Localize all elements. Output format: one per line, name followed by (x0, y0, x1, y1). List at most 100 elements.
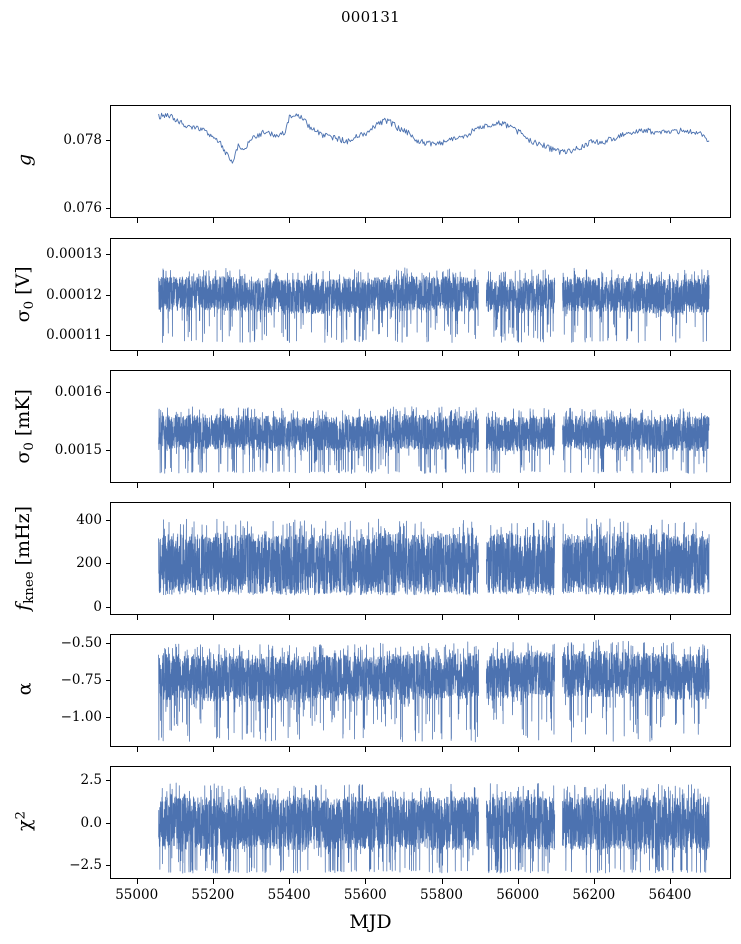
y-tick-label: 0.0 (80, 814, 102, 831)
y-tick-mark (105, 822, 110, 824)
y-tick-label: 0.00013 (46, 245, 102, 262)
y-tick-label: −2.5 (69, 857, 102, 874)
y-tick-label: 0.00012 (46, 286, 102, 303)
y-tick-mark (105, 450, 110, 452)
y-tick-label: 0.0016 (54, 384, 102, 401)
x-tick-mark (593, 351, 595, 356)
x-tick-mark (593, 483, 595, 488)
x-tick-mark (289, 747, 291, 752)
series-plot (158, 639, 710, 743)
x-tick-mark (593, 879, 595, 884)
panel-g (110, 105, 731, 218)
x-tick-mark (517, 218, 519, 223)
x-tick-mark (136, 747, 138, 752)
x-tick-mark (289, 879, 291, 884)
x-tick-mark (441, 351, 443, 356)
y-tick-label: 0.00011 (46, 327, 102, 344)
x-tick-mark (212, 615, 214, 620)
x-tick-mark (212, 879, 214, 884)
x-tick-label: 56200 (572, 887, 616, 903)
panel-chi2 (110, 766, 731, 879)
x-tick-mark (212, 747, 214, 752)
y-tick-mark (105, 140, 110, 142)
y-tick-mark (105, 392, 110, 394)
x-tick-mark (212, 351, 214, 356)
x-tick-mark (670, 615, 672, 620)
data-line (158, 406, 710, 474)
x-tick-mark (670, 879, 672, 884)
x-axis-label: MJD (349, 911, 392, 933)
x-tick-mark (670, 351, 672, 356)
y-axis-label-panel-fknee: fknee [mHz] (11, 505, 37, 611)
y-tick-label: 2.5 (80, 771, 102, 788)
y-axis-label-panel-sigma0-v: σ0 [V] (11, 265, 37, 322)
x-tick-mark (136, 879, 138, 884)
y-tick-mark (105, 607, 110, 609)
y-tick-mark (105, 294, 110, 296)
y-axis-label-panel-sigma0-mk: σ0 [mK] (11, 388, 37, 464)
y-axis-label-panel-g: g (13, 153, 35, 166)
y-tick-mark (105, 519, 110, 521)
x-tick-label: 55400 (267, 887, 311, 903)
x-tick-mark (441, 879, 443, 884)
x-tick-label: 56400 (648, 887, 692, 903)
y-tick-mark (105, 563, 110, 565)
x-tick-label: 55800 (420, 887, 463, 903)
y-tick-label: −0.50 (60, 634, 102, 651)
x-tick-mark (517, 747, 519, 752)
x-tick-mark (441, 483, 443, 488)
x-tick-mark (212, 483, 214, 488)
x-tick-mark (441, 218, 443, 223)
x-tick-mark (593, 747, 595, 752)
series-plot (158, 518, 710, 596)
x-tick-label: 55600 (343, 887, 387, 903)
x-tick-mark (365, 615, 367, 620)
x-tick-mark (670, 218, 672, 223)
data-line (158, 112, 710, 164)
x-tick-label: 55200 (191, 887, 235, 903)
x-tick-mark (517, 879, 519, 884)
x-tick-mark (670, 483, 672, 488)
x-tick-label: 55000 (115, 887, 159, 903)
y-axis-label-panel-alpha: α (13, 682, 35, 695)
x-tick-mark (593, 615, 595, 620)
x-tick-mark (289, 351, 291, 356)
x-tick-label: 56000 (496, 887, 540, 903)
y-tick-mark (105, 779, 110, 781)
y-axis-label-panel-chi2: χ2 (13, 810, 35, 831)
y-tick-mark (105, 642, 110, 644)
x-tick-mark (136, 615, 138, 620)
x-tick-mark (517, 351, 519, 356)
x-tick-mark (365, 747, 367, 752)
x-tick-mark (136, 218, 138, 223)
y-tick-label: 400 (76, 511, 102, 528)
figure-title: 000131 (340, 8, 401, 26)
y-tick-label: 0.0015 (54, 442, 102, 459)
x-tick-mark (289, 218, 291, 223)
x-tick-mark (289, 483, 291, 488)
x-tick-mark (517, 615, 519, 620)
x-tick-mark (441, 615, 443, 620)
panel-sigma0-v (110, 238, 731, 351)
x-tick-mark (136, 351, 138, 356)
series-plot (158, 782, 710, 874)
y-tick-mark (105, 335, 110, 337)
data-line (158, 782, 710, 874)
y-tick-mark (105, 717, 110, 719)
x-tick-mark (441, 747, 443, 752)
x-tick-mark (517, 483, 519, 488)
x-tick-mark (365, 351, 367, 356)
y-tick-label: −0.75 (60, 672, 102, 689)
y-tick-mark (105, 680, 110, 682)
y-tick-mark (105, 865, 110, 867)
x-tick-mark (365, 483, 367, 488)
y-tick-mark (105, 253, 110, 255)
y-tick-label: 0.076 (63, 199, 102, 216)
y-tick-label: 200 (76, 555, 102, 572)
series-plot (158, 406, 710, 474)
x-tick-mark (670, 747, 672, 752)
y-tick-label: 0 (93, 599, 102, 616)
panel-fknee (110, 502, 731, 615)
y-tick-label: 0.078 (63, 132, 102, 149)
series-plot (158, 112, 710, 164)
